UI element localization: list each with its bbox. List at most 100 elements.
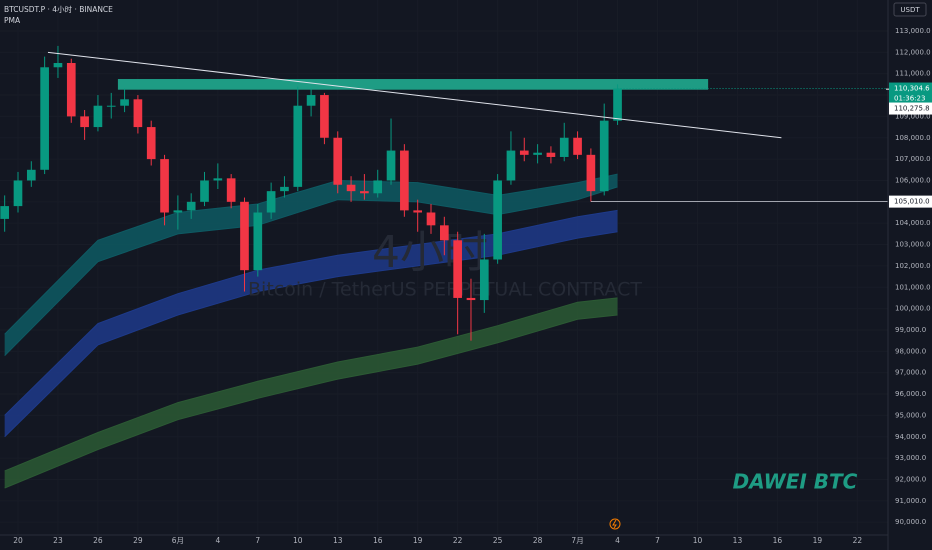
candle-body <box>613 88 622 121</box>
last-price-tag <box>889 82 932 105</box>
candle-body <box>13 180 23 207</box>
y-tick-label: 94,000.0 <box>895 433 926 441</box>
candle-body <box>333 137 343 185</box>
candle-body <box>40 67 49 170</box>
annotation: DAWEI BTC <box>733 470 858 494</box>
y-tick-label: 91,000.0 <box>895 497 926 505</box>
candle-body <box>253 212 263 271</box>
candle-body <box>280 186 289 192</box>
x-tick-label: 23 <box>53 536 63 545</box>
candle-body <box>293 105 303 187</box>
resistance-zone <box>117 79 709 90</box>
candle-body <box>93 105 103 128</box>
candle-body <box>546 152 556 157</box>
candle-body <box>120 99 129 106</box>
candle-body <box>440 225 449 241</box>
candle-body <box>66 63 76 117</box>
last-price-label: 110,304.6 <box>894 85 930 93</box>
candle-body <box>453 240 462 298</box>
x-tick-label: 25 <box>493 536 503 545</box>
y-tick-label: 100,000.0 <box>895 305 931 313</box>
y-tick-label: 97,000.0 <box>895 369 926 377</box>
candle-body <box>386 150 396 181</box>
candle-body <box>133 99 143 128</box>
band-lower <box>4 314 618 489</box>
unit-label[interactable]: USDT <box>900 6 920 14</box>
band-fill <box>4 174 618 356</box>
band-fill <box>4 210 618 437</box>
y-tick-label: 98,000.0 <box>895 347 926 355</box>
candle-body <box>240 201 249 271</box>
candle-body <box>519 150 529 155</box>
y-tick-label: 109,000.0 <box>895 112 931 120</box>
candle-body <box>266 191 276 213</box>
event-icon-bolt <box>612 519 617 529</box>
main-layer <box>0 45 888 341</box>
candle-body <box>80 116 89 128</box>
y-tick-label: 103,000.0 <box>895 241 931 249</box>
x-tick-label: 16 <box>773 536 783 545</box>
y-tick-label: 113,000.0 <box>895 27 931 35</box>
candle-body <box>373 180 383 194</box>
trendline <box>47 51 782 139</box>
candle-body <box>360 191 369 194</box>
y-tick-label: 95,000.0 <box>895 411 926 419</box>
candle-body <box>106 105 116 107</box>
y-tick-label: 93,000.0 <box>895 454 926 462</box>
x-tick-label: 10 <box>293 536 303 545</box>
y-tick-label: 104,000.0 <box>895 219 931 227</box>
candle-body <box>320 95 329 138</box>
x-tick-label: 20 <box>13 536 23 545</box>
x-tick-label: 26 <box>93 536 103 545</box>
band-lower <box>4 186 618 356</box>
x-tick-label: 16 <box>373 536 383 545</box>
candle-body <box>146 127 156 160</box>
x-tick-label: 7月 <box>571 536 583 545</box>
unit-button[interactable] <box>893 2 927 17</box>
candle-body <box>213 178 223 181</box>
x-tick-label: 7 <box>655 536 660 545</box>
x-tick-label: 19 <box>413 536 423 545</box>
prev-price-label: 110,275.8 <box>894 105 930 113</box>
x-tick-label: 4 <box>215 536 220 545</box>
x-tick-label: 19 <box>813 536 823 545</box>
x-tick-label: 6月 <box>172 536 184 545</box>
x-tick-label: 28 <box>533 536 543 545</box>
y-tick-label: 107,000.0 <box>895 155 931 163</box>
band-fill <box>4 297 618 489</box>
candle-body <box>586 154 596 192</box>
support-tag <box>889 195 932 208</box>
candle-body <box>493 180 502 260</box>
x-tick-label: 4 <box>615 536 620 545</box>
y-tick-label: 99,000.0 <box>895 326 926 334</box>
candle-body <box>413 210 423 213</box>
candle-body <box>466 297 476 301</box>
x-tick-label: 13 <box>333 536 343 545</box>
candle-body <box>479 259 489 301</box>
axis-layer: 90,000.0 91,000.0 92,000.0 93,000.0 94,000.0… <box>13 27 932 545</box>
y-tick-label: 101,000.0 <box>895 283 931 291</box>
x-tick-label: 29 <box>133 536 143 545</box>
event-icon[interactable] <box>609 518 621 530</box>
back-layer <box>4 173 618 489</box>
y-tick-label: 106,000.0 <box>895 176 931 184</box>
candle-body <box>186 201 196 211</box>
candle-body <box>226 178 236 202</box>
x-tick-label: 13 <box>733 536 743 545</box>
candle-body <box>400 150 409 211</box>
candle-body <box>559 137 569 157</box>
x-tick-label: 10 <box>693 536 703 545</box>
candle-body <box>53 63 63 68</box>
band-upper <box>4 209 618 416</box>
y-tick-label: 112,000.0 <box>895 48 931 56</box>
candle-body <box>599 120 609 192</box>
candle-body <box>346 184 356 192</box>
x-tick-label: 22 <box>453 536 463 545</box>
support-label: 105,010.0 <box>894 198 930 206</box>
y-tick-label: 90,000.0 <box>895 518 926 526</box>
y-tick-label: 102,000.0 <box>895 262 931 270</box>
y-tick-label: 111,000.0 <box>895 70 931 78</box>
y-tick-label: 92,000.0 <box>895 475 926 483</box>
candle-body <box>573 137 582 155</box>
